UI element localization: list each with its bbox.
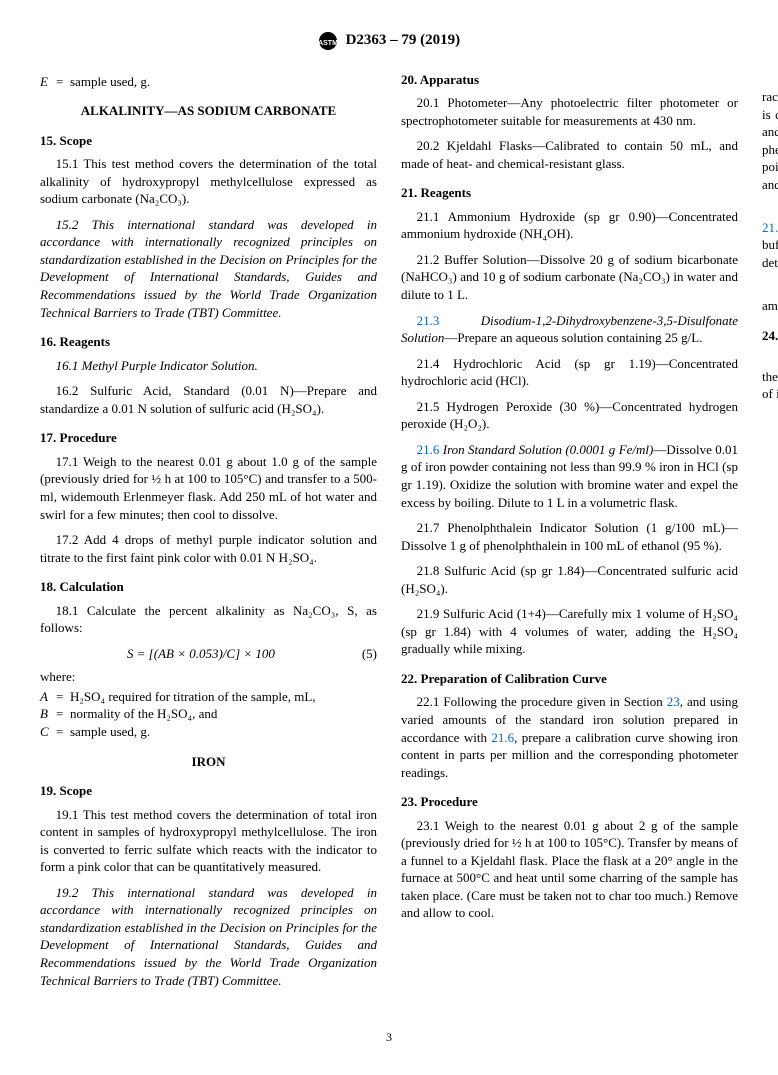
s21-p9: 21.9 Sulfuric Acid (1+4)—Carefully mix 1…: [401, 605, 738, 658]
s23-p4: 23.4 Blank—Make a blank determination, u…: [762, 280, 778, 315]
s16-heading: 16. Reagents: [40, 333, 377, 351]
s20-heading: 20. Apparatus: [401, 71, 738, 89]
s24-heading: 24. Calculation: [762, 327, 778, 345]
s15-p1: 15.1 This test method covers the determi…: [40, 155, 377, 208]
s21-p8: 21.8 Sulfuric Acid (sp gr 1.84)—Concentr…: [401, 562, 738, 597]
s19-p2: 19.2 This international standard was dev…: [40, 884, 377, 989]
where-list-18: A=H₂SO₄ required for titration of the sa…: [40, 688, 377, 741]
s16-p2: 16.2 Sulfuric Acid, Standard (0.01 N)—Pr…: [40, 382, 377, 417]
s15-heading: 15. Scope: [40, 132, 377, 150]
s21-heading: 21. Reagents: [401, 184, 738, 202]
s22-heading: 22. Preparation of Calibration Curve: [401, 670, 738, 688]
svg-text:ASTM: ASTM: [318, 40, 338, 47]
page-header: ASTM D2363 – 79 (2019): [40, 30, 738, 51]
s17-p1: 17.1 Weigh to the nearest 0.01 g about 1…: [40, 453, 377, 523]
s21-p6: 21.6 Iron Standard Solution (0.0001 g Fe…: [401, 441, 738, 511]
link-21-6[interactable]: 21.6: [491, 730, 514, 745]
title-iron: IRON: [40, 753, 377, 771]
where-e: E=sample used, g.: [40, 73, 377, 91]
s21-p4: 21.4 Hydrochloric Acid (sp gr 1.19)—Conc…: [401, 355, 738, 390]
s17-p2: 17.2 Add 4 drops of methyl purple indica…: [40, 531, 377, 566]
s18-p1: 18.1 Calculate the percent alkalinity as…: [40, 602, 377, 637]
s19-heading: 19. Scope: [40, 782, 377, 800]
eqn-text: S = [(AB × 0.053)/C] × 100: [127, 646, 275, 661]
s20-p1: 20.1 Photometer—Any photoelectric filter…: [401, 94, 738, 129]
equation-5: S = [(AB × 0.053)/C] × 100 (5): [40, 645, 377, 663]
s23-heading: 23. Procedure: [401, 793, 738, 811]
s21-p1: 21.1 Ammonium Hydroxide (sp gr 0.90)—Con…: [401, 208, 738, 243]
s23-p3: 23.3 Add 2 mL of the color-forming solut…: [762, 201, 778, 271]
link-21-3[interactable]: 21.3: [762, 220, 778, 235]
s18-heading: 18. Calculation: [40, 578, 377, 596]
s21-p5: 21.5 Hydrogen Peroxide (30 %)—Concentrat…: [401, 398, 738, 433]
s19-p1: 19.1 This test method covers the determi…: [40, 806, 377, 876]
s20-p2: 20.2 Kjeldahl Flasks—Calibrated to conta…: [401, 137, 738, 172]
page-number: 3: [40, 1029, 738, 1045]
var-e: E: [40, 73, 56, 91]
s21-p3: 21.3 Disodium-1,2-Dihydroxybenzene-3,5-D…: [401, 312, 738, 347]
s21-p2: 21.2 Buffer Solution—Dissolve 20 g of so…: [401, 251, 738, 304]
s23-p1: 23.1 Weigh to the nearest 0.01 g about 2…: [401, 817, 738, 922]
content-columns: E=sample used, g. ALKALINITY—AS SODIUM C…: [40, 71, 738, 1011]
def-e: sample used, g.: [70, 73, 377, 91]
s15-p2: 15.2 This international standard was dev…: [40, 216, 377, 321]
astm-logo: ASTM: [318, 31, 338, 51]
designation: D2363 – 79 (2019): [346, 32, 461, 48]
s21-p7: 21.7 Phenolphthalein Indicator Solution …: [401, 519, 738, 554]
where-label: where:: [40, 668, 377, 686]
s16-p1: 16.1 Methyl Purple Indicator Solution.: [40, 357, 377, 375]
link-23[interactable]: 23: [667, 694, 680, 709]
s24-p1: 24.1 Read the iron content, in parts per…: [762, 350, 778, 403]
s17-heading: 17. Procedure: [40, 429, 377, 447]
s23-p2: 23.2 Add 3 mL of H₂SO₄ to the flask. Pla…: [762, 71, 778, 194]
title-alkalinity: ALKALINITY—AS SODIUM CARBONATE: [40, 102, 377, 120]
eqn-num: (5): [362, 645, 377, 663]
s22-p1: 22.1 Following the procedure given in Se…: [401, 693, 738, 781]
